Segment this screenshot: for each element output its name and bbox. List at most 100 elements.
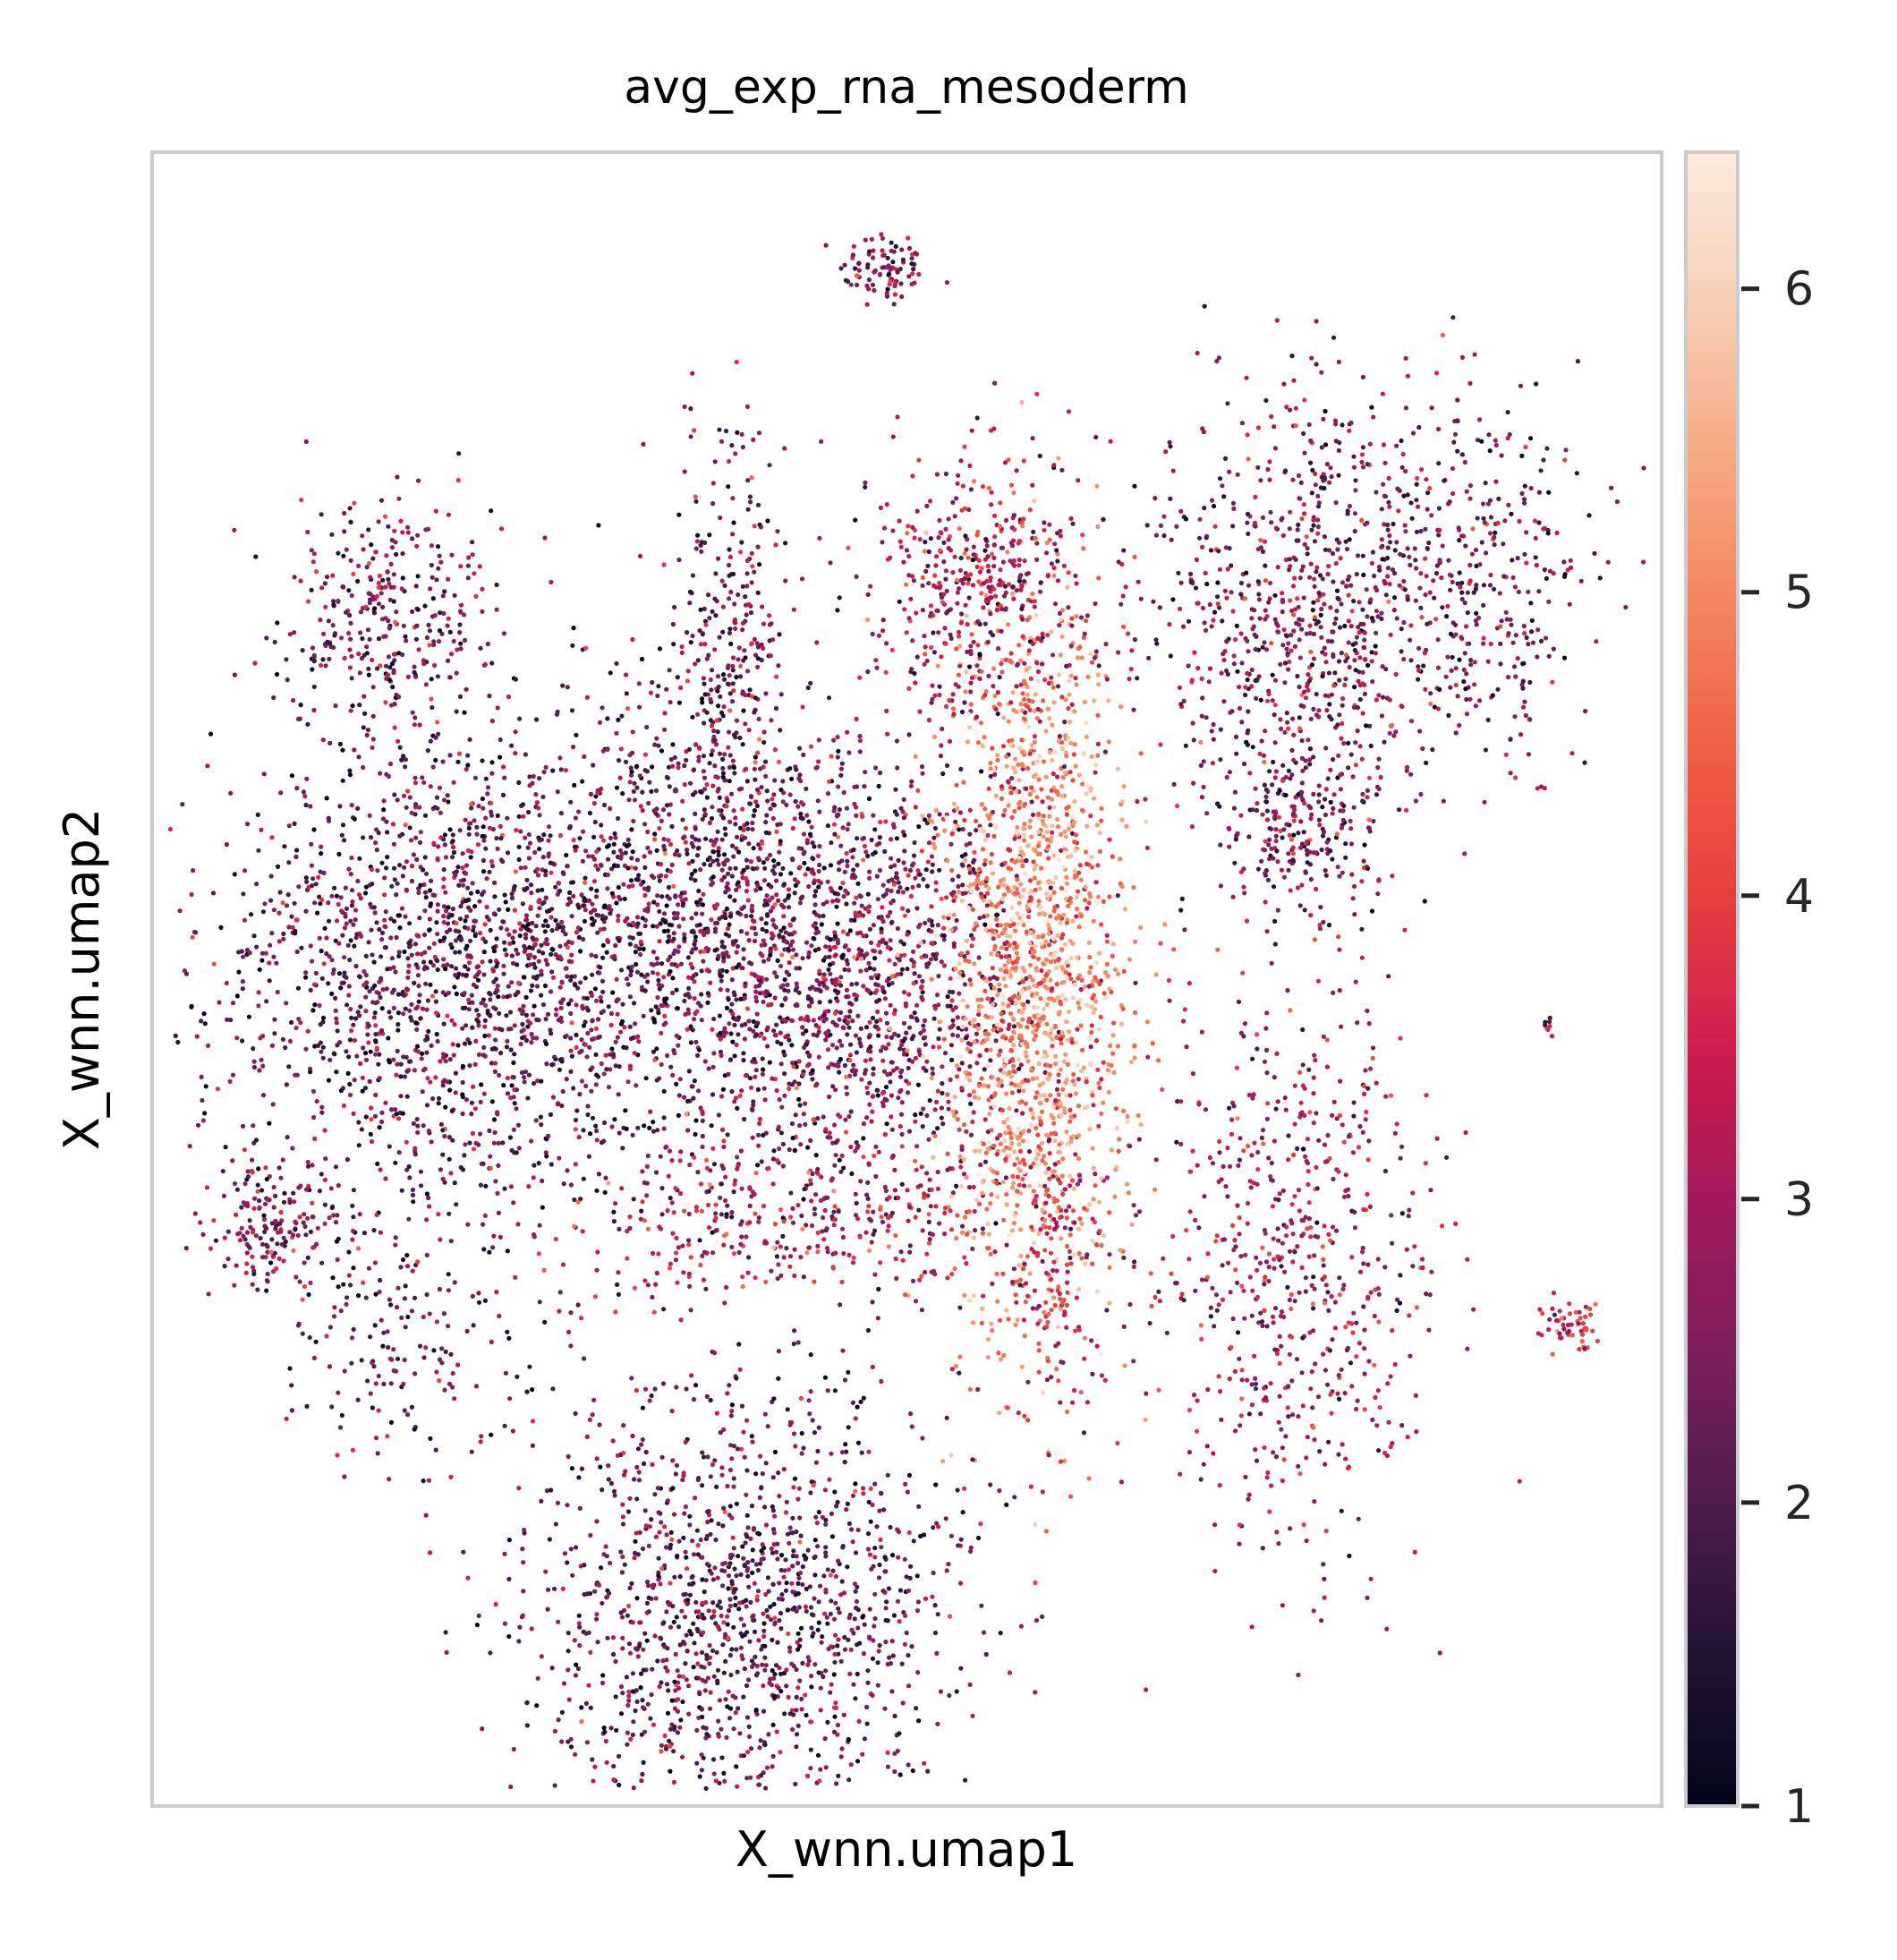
cell-point xyxy=(801,752,806,758)
cell-point xyxy=(794,767,799,772)
cell-point xyxy=(746,728,752,733)
cell-point xyxy=(662,851,668,856)
cell-point xyxy=(539,942,544,948)
cell-point xyxy=(682,935,687,942)
cell-point xyxy=(730,532,736,537)
cell-point xyxy=(871,923,877,928)
cell-point xyxy=(985,996,991,1001)
cell-point xyxy=(364,644,370,650)
cell-point xyxy=(352,1037,357,1044)
cell-point xyxy=(879,939,885,944)
cell-point xyxy=(394,609,399,615)
cell-point xyxy=(528,988,534,993)
cell-point xyxy=(857,734,863,739)
cell-point xyxy=(447,827,453,832)
cell-point xyxy=(868,1049,873,1054)
cell-point xyxy=(442,935,447,941)
cell-point xyxy=(797,746,803,751)
cell-point xyxy=(695,1170,701,1175)
cell-point xyxy=(678,685,684,691)
cell-point xyxy=(831,808,837,814)
cell-point xyxy=(882,1131,889,1137)
cell-point xyxy=(974,1031,979,1036)
cell-point xyxy=(812,902,818,908)
cell-point xyxy=(391,965,396,970)
cell-point xyxy=(924,964,930,969)
cell-point xyxy=(569,914,574,919)
cell-point xyxy=(971,1089,976,1095)
cell-point xyxy=(712,459,718,464)
cell-point xyxy=(644,1163,651,1169)
cell-point xyxy=(983,1159,988,1164)
cell-point xyxy=(709,917,714,923)
cell-point xyxy=(975,997,981,1002)
cell-point xyxy=(962,982,967,987)
cell-point xyxy=(872,827,878,832)
cell-point xyxy=(525,1024,531,1029)
cell-point xyxy=(902,848,907,854)
cell-point xyxy=(458,904,464,909)
cell-point xyxy=(761,999,766,1005)
cell-point xyxy=(518,1042,523,1047)
cell-point xyxy=(719,1052,724,1058)
cell-point xyxy=(460,1026,465,1031)
cell-point xyxy=(840,929,846,934)
cell-point xyxy=(241,891,246,897)
cell-point xyxy=(260,1063,266,1069)
cell-point xyxy=(331,1051,336,1056)
cell-point xyxy=(438,1059,443,1064)
cell-point xyxy=(489,1061,495,1066)
cell-point xyxy=(610,1052,617,1058)
cell-point xyxy=(730,939,736,944)
cell-point xyxy=(1104,1308,1110,1313)
cell-point xyxy=(1030,812,1036,818)
cell-point xyxy=(376,1061,381,1067)
cell-point xyxy=(400,1111,405,1116)
cell-point xyxy=(614,900,619,906)
cell-point xyxy=(759,785,764,790)
cell-point xyxy=(743,984,748,989)
cell-point xyxy=(477,564,482,569)
cell-point xyxy=(994,1136,1000,1141)
cell-point xyxy=(817,968,822,974)
cell-point xyxy=(847,928,853,933)
cell-point xyxy=(599,834,604,839)
cell-point xyxy=(870,1109,875,1114)
cell-point xyxy=(783,939,788,944)
cell-point xyxy=(334,1239,339,1244)
cell-point xyxy=(935,832,940,838)
cell-point xyxy=(1110,1051,1116,1056)
cell-point xyxy=(861,913,866,918)
cell-point xyxy=(838,1038,843,1044)
cell-point xyxy=(886,272,891,277)
cell-point xyxy=(655,693,660,699)
cell-point xyxy=(205,1043,211,1048)
cell-point xyxy=(733,822,738,827)
cell-point xyxy=(206,1291,211,1297)
cell-point xyxy=(447,1057,453,1062)
cell-point xyxy=(778,963,784,969)
cell-point xyxy=(770,917,776,923)
cell-point xyxy=(620,1001,625,1007)
cell-point xyxy=(458,641,464,646)
cell-point xyxy=(280,900,285,906)
cell-point xyxy=(427,1204,432,1209)
cell-point xyxy=(530,920,535,925)
cell-point xyxy=(1007,1146,1013,1151)
cell-point xyxy=(941,925,947,931)
cell-point xyxy=(773,674,779,679)
cell-point xyxy=(565,685,570,690)
cell-point xyxy=(639,882,644,887)
cell-point xyxy=(825,879,830,884)
cell-point xyxy=(613,835,618,840)
cell-point xyxy=(901,815,906,821)
cell-point xyxy=(798,811,804,817)
cell-point xyxy=(320,737,326,743)
cell-point xyxy=(638,951,643,958)
cell-point xyxy=(699,1018,704,1023)
cell-point xyxy=(415,574,421,579)
cell-point xyxy=(582,918,588,924)
cell-point xyxy=(801,1112,806,1117)
cell-point xyxy=(914,1002,920,1008)
cell-point xyxy=(725,681,731,686)
